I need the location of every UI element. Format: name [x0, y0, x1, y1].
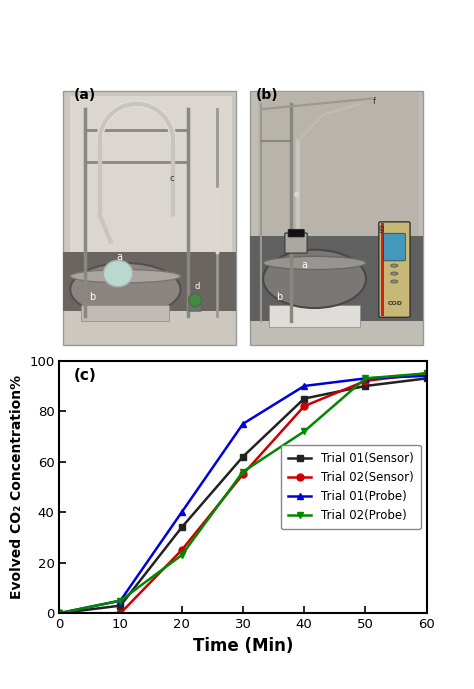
Text: b: b [89, 292, 95, 302]
FancyBboxPatch shape [250, 236, 423, 321]
FancyBboxPatch shape [383, 234, 405, 261]
Text: COD: COD [387, 301, 402, 307]
Text: (c): (c) [74, 369, 97, 383]
Text: a: a [301, 260, 308, 270]
Trial 01(Sensor) [301, 395, 307, 403]
Trial 01(Probe) [301, 382, 307, 390]
Ellipse shape [263, 249, 366, 308]
Trial 02(Sensor) [363, 377, 368, 385]
Trial 02(Probe) [56, 609, 62, 617]
Trial 02(Probe) [118, 597, 123, 605]
Trial 01(Sensor) [424, 374, 429, 382]
FancyBboxPatch shape [269, 305, 360, 327]
Trial 01(Probe) [56, 609, 62, 617]
Trial 02(Sensor) [301, 402, 307, 411]
Trial 01(Sensor) [240, 453, 246, 461]
Text: (a): (a) [74, 88, 96, 101]
Trial 02(Probe) [424, 369, 429, 378]
Trial 01(Sensor) [179, 523, 184, 531]
Trial 01(Probe) [424, 372, 429, 380]
Trial 01(Sensor) [363, 382, 368, 390]
Trial 02(Sensor) [179, 546, 184, 554]
Ellipse shape [391, 272, 398, 275]
Trial 02(Probe) [363, 374, 368, 382]
Line: Trial 02(Probe): Trial 02(Probe) [56, 370, 430, 617]
Trial 01(Sensor) [118, 601, 123, 610]
FancyBboxPatch shape [250, 91, 423, 345]
Ellipse shape [103, 260, 133, 287]
Text: (b): (b) [256, 88, 278, 101]
Y-axis label: Evolved CO₂ Concentration%: Evolved CO₂ Concentration% [9, 375, 24, 599]
Ellipse shape [70, 263, 181, 316]
Trial 01(Probe) [363, 374, 368, 382]
Trial 02(Probe) [240, 468, 246, 476]
Ellipse shape [70, 269, 181, 283]
Text: d: d [194, 282, 200, 291]
FancyBboxPatch shape [258, 93, 419, 242]
FancyBboxPatch shape [285, 233, 307, 253]
FancyBboxPatch shape [288, 229, 304, 237]
Line: Trial 01(Probe): Trial 01(Probe) [56, 372, 430, 617]
Trial 02(Sensor) [118, 609, 123, 617]
FancyBboxPatch shape [189, 297, 201, 311]
Text: g: g [379, 224, 384, 233]
Trial 02(Probe) [301, 427, 307, 435]
Text: a: a [116, 252, 122, 263]
Text: e: e [293, 189, 299, 198]
Ellipse shape [391, 280, 398, 283]
Trial 02(Probe) [179, 551, 184, 559]
X-axis label: Time (Min): Time (Min) [193, 637, 293, 655]
Trial 02(Sensor) [424, 369, 429, 378]
Line: Trial 02(Sensor): Trial 02(Sensor) [56, 370, 430, 617]
Legend: Trial 01(Sensor), Trial 02(Sensor), Trial 01(Probe), Trial 02(Probe): Trial 01(Sensor), Trial 02(Sensor), Tria… [281, 445, 421, 529]
FancyBboxPatch shape [82, 305, 169, 321]
Ellipse shape [391, 264, 398, 267]
Trial 01(Sensor) [56, 609, 62, 617]
Text: c: c [169, 174, 174, 183]
FancyBboxPatch shape [63, 252, 236, 311]
Trial 01(Probe) [179, 508, 184, 516]
FancyBboxPatch shape [381, 223, 384, 316]
Trial 01(Probe) [240, 420, 246, 428]
Trial 02(Sensor) [240, 470, 246, 478]
FancyBboxPatch shape [70, 96, 232, 255]
Ellipse shape [263, 256, 366, 269]
FancyBboxPatch shape [63, 91, 236, 345]
Text: f: f [374, 97, 376, 106]
Trial 01(Probe) [118, 597, 123, 605]
Line: Trial 01(Sensor): Trial 01(Sensor) [56, 375, 430, 617]
FancyBboxPatch shape [379, 222, 410, 318]
Ellipse shape [189, 294, 201, 307]
Trial 02(Sensor) [56, 609, 62, 617]
Text: b: b [276, 292, 282, 302]
